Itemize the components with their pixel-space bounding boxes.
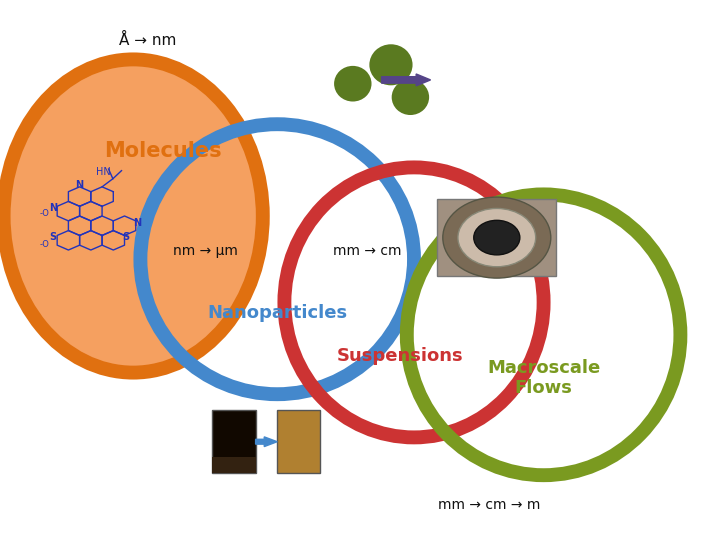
Text: HN: HN: [96, 167, 111, 177]
Circle shape: [458, 208, 536, 267]
FancyArrow shape: [382, 74, 431, 86]
FancyArrow shape: [256, 437, 277, 447]
Text: S: S: [122, 232, 130, 242]
Text: N: N: [49, 203, 58, 213]
Bar: [438, 199, 557, 276]
Text: Suspensions: Suspensions: [336, 347, 463, 366]
Bar: [212, 457, 256, 472]
Bar: [277, 410, 320, 472]
Ellipse shape: [334, 66, 372, 102]
Text: S: S: [50, 232, 57, 242]
Text: -O: -O: [40, 240, 50, 249]
Text: Macroscale
Flows: Macroscale Flows: [487, 359, 600, 397]
Circle shape: [443, 197, 551, 278]
Text: N: N: [76, 180, 84, 191]
Circle shape: [474, 220, 520, 255]
Text: mm → cm: mm → cm: [333, 244, 402, 258]
Text: N: N: [133, 218, 142, 228]
Text: -O: -O: [40, 209, 50, 218]
Text: Nanoparticles: Nanoparticles: [207, 304, 347, 322]
Bar: [212, 410, 256, 472]
Text: mm → cm → m: mm → cm → m: [438, 498, 541, 512]
Ellipse shape: [369, 44, 413, 85]
Ellipse shape: [392, 79, 429, 115]
Text: Å → nm: Å → nm: [119, 33, 176, 48]
Text: Molecules: Molecules: [104, 141, 222, 161]
Text: nm → μm: nm → μm: [173, 244, 238, 258]
Ellipse shape: [4, 59, 263, 373]
